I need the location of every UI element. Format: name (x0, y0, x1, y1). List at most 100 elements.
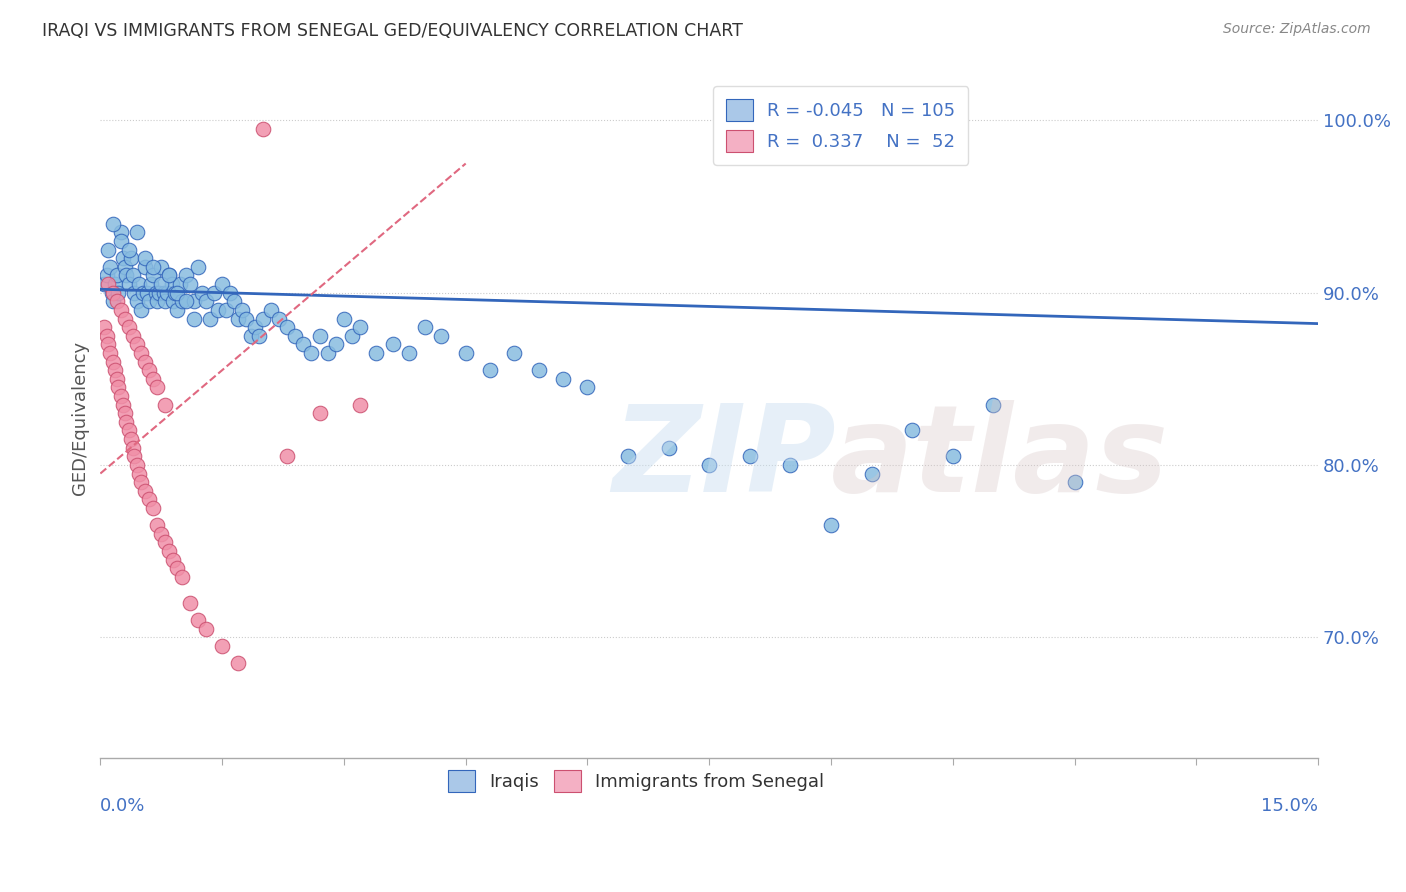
Point (430, 328, 453, 343)
Point (110, 226, 132, 240)
Point (120, 432, 142, 446)
Point (131, 285, 153, 300)
Point (125, 337, 148, 351)
Point (118, 277, 141, 291)
Point (194, 294, 217, 309)
Point (125, 294, 148, 309)
Point (125, 458, 148, 472)
Point (101, 285, 124, 300)
Point (134, 483, 156, 498)
Point (235, 311, 257, 326)
Point (194, 622, 217, 636)
Point (155, 535, 177, 549)
Point (413, 320, 436, 334)
Point (93, 320, 115, 334)
Point (576, 380, 599, 394)
Point (157, 268, 180, 283)
Point (198, 311, 221, 326)
Point (333, 311, 356, 326)
Point (114, 311, 136, 326)
Point (98, 260, 121, 274)
Point (738, 450, 761, 464)
Point (187, 260, 209, 274)
Point (187, 613, 209, 627)
Point (121, 441, 143, 455)
Point (170, 294, 193, 309)
Point (103, 294, 125, 309)
Point (121, 268, 143, 283)
Point (98, 346, 121, 360)
Point (553, 372, 575, 386)
Point (105, 268, 128, 283)
Point (252, 311, 274, 326)
Point (155, 398, 177, 412)
Point (101, 354, 124, 368)
Point (105, 294, 128, 309)
Point (228, 656, 250, 670)
Point (138, 294, 160, 309)
Point (138, 492, 160, 507)
Text: IRAQI VS IMMIGRANTS FROM SENEGAL GED/EQUIVALENCY CORRELATION CHART: IRAQI VS IMMIGRANTS FROM SENEGAL GED/EQU… (42, 22, 742, 40)
Point (267, 311, 290, 326)
Point (124, 450, 146, 464)
Point (179, 277, 201, 291)
Point (252, 122, 274, 136)
Point (308, 406, 330, 420)
Point (301, 346, 323, 360)
Point (129, 475, 152, 490)
Point (97, 337, 120, 351)
Point (115, 415, 138, 429)
Point (155, 294, 177, 309)
Point (170, 570, 193, 584)
Point (398, 346, 420, 360)
Point (93, 277, 115, 291)
Point (243, 320, 266, 334)
Point (96, 268, 118, 283)
Point (146, 380, 169, 394)
Point (157, 544, 180, 558)
Point (247, 328, 270, 343)
Point (142, 372, 165, 386)
Point (454, 346, 477, 360)
Point (527, 363, 550, 377)
Point (183, 294, 205, 309)
Point (1063, 475, 1085, 490)
Point (658, 441, 681, 455)
Point (134, 252, 156, 266)
Point (983, 398, 1005, 412)
Point (125, 226, 148, 240)
Point (276, 320, 298, 334)
Point (325, 337, 347, 351)
Point (308, 328, 330, 343)
Point (191, 285, 214, 300)
Point (503, 346, 526, 360)
Point (366, 346, 388, 360)
Point (174, 294, 197, 309)
Point (228, 311, 250, 326)
Point (112, 252, 135, 266)
Point (145, 285, 167, 300)
Point (779, 458, 801, 472)
Y-axis label: GED/Equivalency: GED/Equivalency (72, 341, 89, 495)
Point (160, 277, 183, 291)
Point (128, 467, 150, 481)
Text: Source: ZipAtlas.com: Source: ZipAtlas.com (1223, 22, 1371, 37)
Point (207, 302, 229, 317)
Point (139, 277, 162, 291)
Point (166, 302, 188, 317)
Point (120, 252, 142, 266)
Point (97, 277, 120, 291)
Point (156, 285, 179, 300)
Point (150, 277, 173, 291)
Point (146, 294, 169, 309)
Point (292, 337, 315, 351)
Point (150, 260, 173, 274)
Point (146, 518, 169, 533)
Point (340, 328, 363, 343)
Point (124, 285, 146, 300)
Point (104, 363, 127, 377)
Point (231, 302, 253, 317)
Point (239, 328, 262, 343)
Point (942, 450, 965, 464)
Point (183, 311, 205, 326)
